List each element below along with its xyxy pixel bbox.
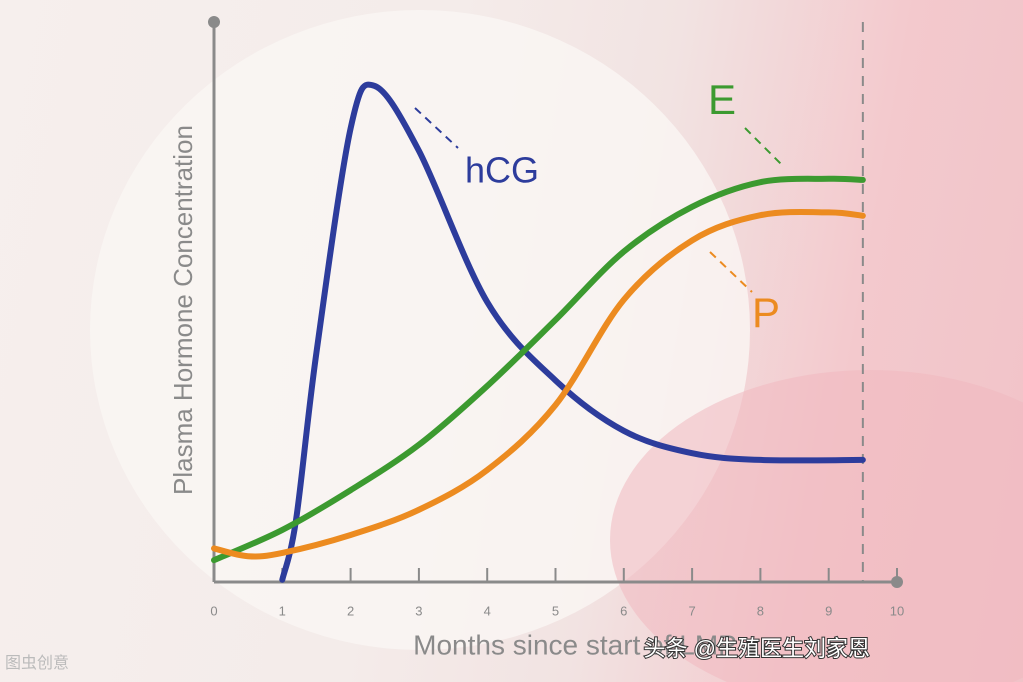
- x-tick-label: 6: [620, 603, 627, 618]
- x-tick-label: 10: [890, 603, 904, 618]
- leader-line: [414, 107, 459, 149]
- x-tick-label: 9: [825, 603, 832, 618]
- watermark: 头条 @生殖医生刘家恩: [644, 636, 870, 661]
- leader-line: [709, 251, 753, 293]
- y-axis-label: Plasma Hormone Concentration: [168, 125, 198, 495]
- line-series: [211, 175, 866, 564]
- x-tick-label: 2: [347, 603, 354, 618]
- x-tick-label: 3: [415, 603, 422, 618]
- x-tick-label: 0: [210, 603, 217, 618]
- series-label: E: [708, 76, 736, 123]
- axis-end: [208, 16, 220, 28]
- x-tick-label: 4: [484, 603, 491, 618]
- x-tick-label: 7: [688, 603, 695, 618]
- series-label: P: [752, 289, 780, 336]
- x-tick-label: 8: [757, 603, 764, 618]
- x-tick-label: 5: [552, 603, 559, 618]
- line-series: [279, 81, 866, 583]
- series-label: hCG: [465, 150, 539, 191]
- leader-line: [744, 127, 783, 166]
- x-axis-label: Months since start of LMP: [413, 629, 737, 660]
- x-tick-label: 1: [279, 603, 286, 618]
- watermark: 图虫创意: [5, 653, 69, 672]
- backdrop: [90, 10, 750, 650]
- line-series: [211, 208, 866, 560]
- backdrop: [610, 370, 1023, 682]
